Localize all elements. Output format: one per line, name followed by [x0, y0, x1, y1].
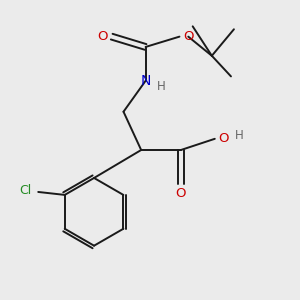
- Text: Cl: Cl: [20, 184, 32, 197]
- Text: O: O: [218, 132, 229, 145]
- Text: H: H: [157, 80, 165, 93]
- Text: H: H: [235, 129, 243, 142]
- Text: O: O: [183, 30, 194, 43]
- Text: N: N: [140, 74, 151, 88]
- Text: O: O: [98, 30, 108, 43]
- Text: O: O: [176, 188, 186, 200]
